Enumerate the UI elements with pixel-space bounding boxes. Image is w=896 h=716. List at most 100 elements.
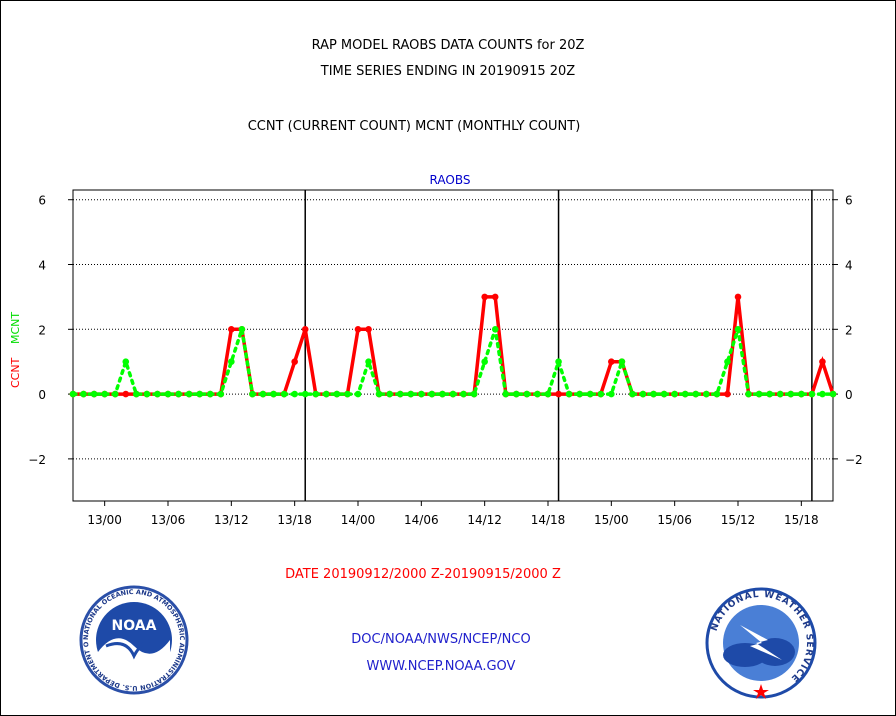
data-point-mcnt	[333, 390, 341, 398]
day-separators	[304, 190, 813, 501]
data-point-mcnt	[396, 390, 404, 398]
data-point-mcnt	[523, 390, 531, 398]
data-point-mcnt	[228, 358, 235, 365]
x-tick-label: 13/18	[277, 513, 312, 527]
data-point-ccnt	[228, 326, 235, 333]
data-point-mcnt	[565, 390, 573, 398]
data-point-mcnt	[418, 390, 425, 398]
data-point-mcnt	[217, 390, 225, 398]
y-tick-label-right: 2	[845, 323, 853, 337]
x-ticks: 13/00 13/06 13/12 13/18 14/00 14/06 14/12 14/18…	[87, 501, 819, 527]
legend-description: CCNT (CURRENT COUNT) MCNT (MONTHLY COUNT…	[247, 119, 581, 134]
data-point-mcnt	[164, 390, 172, 398]
data-point-mcnt	[629, 390, 636, 398]
y-tick-label-left: −2	[28, 453, 46, 467]
noaa-logo-ring-text: NATIONAL OCEANIC AND ATMOSPHERIC ADMINIS…	[0, 0, 186, 692]
data-point-mcnt	[196, 390, 203, 398]
data-point-mcnt	[439, 390, 446, 398]
nws-star-icon	[753, 684, 769, 699]
footer-agency: DOC/NOAA/NWS/NCEP/NCO	[351, 632, 531, 647]
data-point-mcnt	[544, 390, 552, 398]
data-point-mcnt	[798, 390, 805, 398]
y-axis-label-ccnt: CCNT	[9, 357, 22, 388]
data-point-mcnt	[618, 358, 626, 365]
x-tick-label: 14/00	[341, 513, 376, 527]
y-tick-label-left: 4	[38, 259, 46, 273]
x-tick-label: 13/12	[214, 513, 249, 527]
x-tick-label: 15/00	[594, 513, 629, 527]
data-point-mcnt	[650, 390, 657, 398]
data-point-mcnt	[291, 390, 298, 398]
data-point-mcnt	[354, 390, 362, 398]
data-point-ccnt	[354, 326, 362, 333]
data-point-mcnt	[470, 390, 478, 398]
footer-url[interactable]: WWW.NCEP.NOAA.GOV	[366, 659, 516, 674]
data-point-mcnt	[386, 390, 393, 398]
data-point-ccnt	[724, 390, 731, 398]
plot-title: RAOBS	[430, 173, 471, 187]
data-point-mcnt	[608, 390, 615, 398]
chart-title-line-1: RAP MODEL RAOBS DATA COUNTS for 20Z	[311, 38, 585, 53]
x-tick-label: 15/12	[721, 513, 756, 527]
data-point-mcnt	[111, 390, 119, 398]
noaa-logo: NOAA NATIONAL OCEANIC AND ATMOSPHERIC AD…	[0, 0, 189, 695]
series-layer	[69, 293, 837, 398]
svg-text:NATIONAL OCEANIC AND ATMOSPHER: NATIONAL OCEANIC AND ATMOSPHERIC ADMINIS…	[0, 0, 186, 692]
data-point-mcnt	[502, 390, 510, 398]
data-point-mcnt	[555, 358, 562, 365]
grid-lines	[73, 199, 833, 460]
x-tick-label: 13/00	[87, 513, 122, 527]
data-point-mcnt	[671, 390, 678, 398]
data-point-mcnt	[101, 390, 108, 398]
data-point-ccnt	[819, 358, 826, 365]
noaa-logo-text: NOAA	[112, 618, 157, 634]
data-point-mcnt	[745, 390, 752, 398]
y-tick-label-right: 6	[845, 194, 853, 208]
data-point-mcnt	[90, 390, 98, 398]
data-point-mcnt	[460, 390, 467, 398]
data-point-mcnt	[491, 326, 499, 333]
data-point-mcnt	[133, 390, 140, 398]
y-ticks: −2 −2 0 0 2 2 4 4 6 6	[28, 194, 862, 467]
data-point-mcnt	[819, 390, 826, 398]
data-point-mcnt	[449, 390, 457, 398]
data-point-mcnt	[787, 390, 795, 398]
data-point-mcnt	[692, 390, 700, 398]
data-point-mcnt	[206, 390, 214, 398]
y-tick-label-right: 0	[845, 388, 853, 402]
x-tick-label: 15/06	[657, 513, 692, 527]
data-point-ccnt	[481, 293, 488, 301]
y-tick-label-left: 6	[38, 194, 46, 208]
series-line-ccnt	[71, 295, 835, 396]
y-tick-label-left: 2	[38, 323, 46, 337]
nws-logo: NATIONAL WEATHER SERVICE	[705, 587, 817, 699]
x-tick-label: 15/18	[784, 513, 819, 527]
data-point-mcnt	[69, 390, 77, 398]
data-point-mcnt	[576, 390, 583, 398]
y-tick-label-right: −2	[845, 453, 863, 467]
data-point-ccnt	[734, 293, 742, 301]
data-point-mcnt	[154, 390, 161, 398]
data-point-mcnt	[428, 390, 436, 398]
data-point-mcnt	[270, 390, 277, 398]
data-point-mcnt	[249, 390, 256, 398]
data-point-mcnt	[724, 358, 731, 365]
data-point-mcnt	[776, 390, 784, 398]
data-point-mcnt	[586, 390, 594, 398]
data-point-mcnt	[185, 390, 193, 398]
data-point-mcnt	[280, 390, 288, 398]
data-point-mcnt	[365, 358, 372, 365]
data-point-mcnt	[639, 390, 647, 398]
data-point-ccnt	[301, 326, 309, 333]
data-point-mcnt	[259, 390, 267, 398]
data-point-mcnt	[703, 390, 710, 398]
y-axis-label-mcnt: MCNT	[9, 312, 22, 344]
data-point-mcnt	[808, 390, 816, 398]
data-point-mcnt	[513, 390, 520, 398]
x-tick-label: 14/06	[404, 513, 439, 527]
data-point-mcnt	[407, 390, 415, 398]
data-point-mcnt	[534, 390, 541, 398]
data-point-mcnt	[829, 390, 837, 398]
data-point-mcnt	[312, 390, 320, 398]
